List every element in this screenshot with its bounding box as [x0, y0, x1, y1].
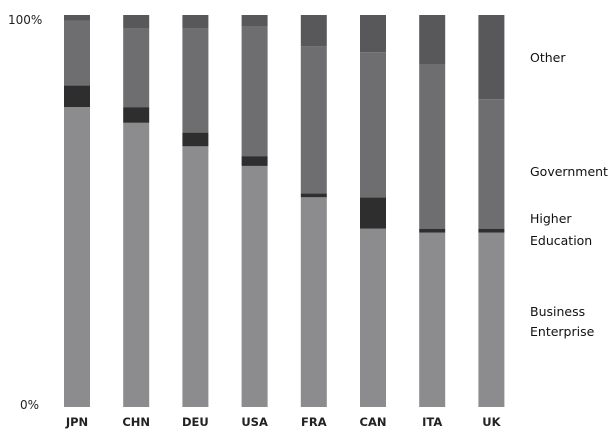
- bar-segment-jpn-other: [64, 15, 90, 21]
- bar-segment-fra-other: [300, 15, 327, 47]
- legend-business-enterprise-line1: Business: [530, 304, 585, 319]
- category-label-deu: DEU: [182, 415, 209, 429]
- bar-segment-uk-other: [478, 15, 505, 100]
- category-labels: JPN CHN DEU USA FRA CAN ITA UK: [65, 415, 502, 429]
- category-label-can: CAN: [360, 415, 387, 429]
- bar-segment-chn-other: [123, 15, 150, 29]
- bar-segment-usa-government: [241, 26, 268, 157]
- category-label-chn: CHN: [122, 415, 150, 429]
- bar-segment-can-higher-education: [360, 197, 386, 229]
- bar-segment-deu-higher-education: [182, 132, 209, 147]
- legend-higher-education: Higher Education: [530, 211, 592, 248]
- legend-government: Government: [530, 164, 608, 179]
- bar-segment-jpn-business-enterprise: [64, 107, 90, 408]
- bar-segment-deu-business-enterprise: [182, 146, 209, 407]
- bar-segment-usa-higher-education: [241, 156, 268, 166]
- bar-segment-uk-higher-education: [478, 228, 505, 233]
- bar-segment-ita-other: [419, 15, 446, 64]
- bar-segment-ita-government: [419, 64, 446, 229]
- legend-other: Other: [530, 50, 566, 65]
- bar-segment-deu-government: [182, 28, 209, 133]
- bar-segment-fra-business-enterprise: [300, 197, 327, 407]
- legend-higher-education-line2: Education: [530, 233, 592, 248]
- bar-segment-chn-higher-education: [123, 107, 150, 123]
- bars-group: [64, 15, 505, 408]
- category-label-uk: UK: [482, 415, 501, 429]
- bar-segment-uk-business-enterprise: [478, 232, 505, 407]
- bar-segment-deu-other: [182, 15, 209, 29]
- bar-segment-chn-government: [123, 28, 150, 108]
- legend: Other Government Higher Education Busine…: [530, 50, 608, 339]
- bar-segment-jpn-government: [64, 20, 90, 86]
- bar-segment-usa-other: [241, 15, 268, 27]
- category-label-usa: USA: [241, 415, 268, 429]
- bar-segment-ita-higher-education: [419, 228, 446, 233]
- category-label-ita: ITA: [422, 415, 442, 429]
- y-tick-label-min: 0%: [20, 398, 39, 412]
- legend-business-enterprise: Business Enterprise: [530, 304, 595, 339]
- y-tick-label-max: 100%: [8, 13, 42, 27]
- category-label-fra: FRA: [301, 415, 327, 429]
- legend-business-enterprise-line2: Enterprise: [530, 324, 595, 339]
- bar-segment-chn-business-enterprise: [123, 122, 150, 408]
- bar-segment-fra-higher-education: [300, 193, 327, 198]
- bar-segment-usa-business-enterprise: [241, 165, 268, 407]
- bar-segment-fra-government: [300, 46, 327, 194]
- category-label-jpn: JPN: [65, 415, 88, 429]
- bar-segment-jpn-higher-education: [64, 85, 90, 108]
- bar-segment-can-other: [360, 15, 386, 53]
- bar-segment-ita-business-enterprise: [419, 232, 446, 407]
- bar-segment-can-business-enterprise: [360, 228, 386, 407]
- legend-higher-education-line1: Higher: [530, 211, 572, 226]
- bar-segment-uk-government: [478, 99, 505, 229]
- bar-segment-can-government: [360, 52, 386, 198]
